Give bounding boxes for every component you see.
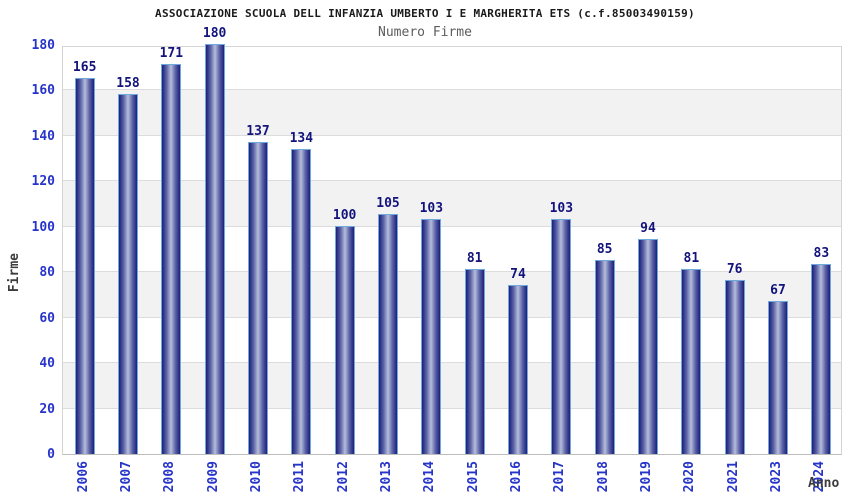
bar-2008 <box>161 64 182 454</box>
x-tick-label-2018: 2018 <box>595 461 611 493</box>
bar-2023 <box>768 300 788 454</box>
bar-2024 <box>811 264 832 454</box>
gridline <box>63 316 841 318</box>
x-tick-label-2015: 2015 <box>465 461 481 493</box>
gridline <box>63 134 841 136</box>
x-tick-label-2009: 2009 <box>205 461 221 493</box>
y-tick-label: 140 <box>31 128 55 144</box>
bar-value-label: 100 <box>332 207 357 223</box>
y-tick-label: 60 <box>39 310 55 326</box>
bar-value-label: 85 <box>596 241 613 257</box>
x-tick-label-2008: 2008 <box>162 461 178 493</box>
bar-2017 <box>551 218 572 454</box>
bar-2010 <box>248 141 268 454</box>
gridline <box>63 225 841 227</box>
bar-value-label: 76 <box>726 262 743 278</box>
bar-2011 <box>291 148 312 454</box>
bar-2018 <box>594 259 615 454</box>
y-tick-label: 100 <box>31 219 55 235</box>
x-tick-label-2016: 2016 <box>509 461 524 493</box>
chart-title: ASSOCIAZIONE SCUOLA DELL INFANZIA UMBERT… <box>155 7 695 20</box>
background-band <box>63 181 841 227</box>
x-tick-label-2017: 2017 <box>552 461 568 493</box>
gridline <box>63 180 841 182</box>
bar-2016 <box>508 284 528 454</box>
gridline <box>63 89 841 91</box>
x-tick-label-2006: 2006 <box>75 461 91 493</box>
bar-2014 <box>421 218 442 454</box>
bar-2019 <box>638 239 658 454</box>
bar-value-label: 103 <box>419 200 444 216</box>
bar-2020 <box>681 268 702 454</box>
x-tick-label-2014: 2014 <box>422 461 438 493</box>
x-tick-label-2021: 2021 <box>725 461 741 493</box>
bar-value-label: 74 <box>510 266 526 282</box>
bar-value-label: 94 <box>640 221 656 237</box>
gridline <box>63 362 841 364</box>
bar-value-label: 103 <box>549 200 574 216</box>
bar-value-label: 134 <box>289 130 314 146</box>
x-tick-label-2007: 2007 <box>119 461 134 493</box>
bar-value-label: 81 <box>683 250 700 266</box>
bar-2006 <box>74 78 95 454</box>
x-tick-label-2012: 2012 <box>335 461 351 493</box>
background-band <box>63 363 841 409</box>
background-band <box>63 272 841 318</box>
y-tick-label: 40 <box>39 356 55 372</box>
x-tick-label-2011: 2011 <box>292 461 308 493</box>
bar-value-label: 158 <box>116 76 140 91</box>
bar-2012 <box>334 225 355 454</box>
bar-value-label: 105 <box>376 196 400 212</box>
y-tick-label: 160 <box>31 83 55 99</box>
y-tick-label: 120 <box>31 174 55 190</box>
bar-value-label: 137 <box>246 123 270 139</box>
y-tick-label: 20 <box>39 401 55 417</box>
bar-2009 <box>204 44 225 454</box>
bar-value-label: 83 <box>813 246 830 262</box>
gridline <box>63 271 841 273</box>
bar-value-label: 67 <box>770 282 786 298</box>
y-tick-label: 180 <box>31 38 55 53</box>
bar-value-label: 171 <box>159 46 184 62</box>
x-tick-label-2023: 2023 <box>769 461 784 493</box>
bar-2007 <box>118 94 138 454</box>
bar-2015 <box>464 268 485 454</box>
x-axis-title: Anno <box>808 476 840 491</box>
bar-value-label: 180 <box>202 26 227 41</box>
x-tick-label-2020: 2020 <box>682 461 698 493</box>
x-tick-label-2010: 2010 <box>249 461 264 493</box>
bar-value-label: 81 <box>466 250 483 266</box>
bar-value-label: 165 <box>72 60 97 76</box>
y-tick-label: 80 <box>39 265 55 281</box>
x-tick-label-2013: 2013 <box>379 461 394 493</box>
x-tick-label-2019: 2019 <box>639 461 654 493</box>
bar-2021 <box>724 280 745 454</box>
chart-subtitle: Numero Firme <box>378 25 472 40</box>
y-tick-label: 0 <box>47 447 55 462</box>
bar-2013 <box>378 214 398 454</box>
background-band <box>63 90 841 136</box>
gridline <box>63 407 841 409</box>
plot-area: 165 158 171 180 137 134 100 105 103 81 74 103 85 94 81… <box>62 26 842 455</box>
